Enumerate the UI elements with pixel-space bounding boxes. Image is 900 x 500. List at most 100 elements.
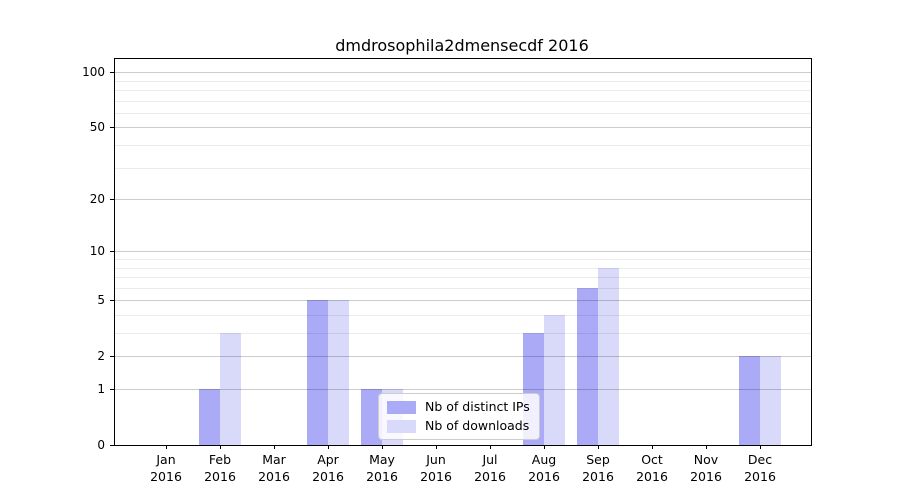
legend-item: Nb of downloads: [387, 419, 530, 433]
gridline-minor: [115, 145, 811, 147]
bar-distinct-ips-may: [361, 389, 382, 445]
x-tick-month: Mar: [262, 452, 286, 467]
x-tick-month: Oct: [641, 452, 663, 467]
x-tick-mark: [381, 445, 383, 449]
gridline-major: [115, 300, 811, 302]
bar-downloads-sep: [598, 267, 619, 445]
legend-label: Nb of distinct IPs: [425, 399, 530, 414]
y-tick-mark: [110, 444, 114, 446]
bar-distinct-ips-sep: [577, 287, 598, 445]
gridline-major: [115, 127, 811, 129]
x-tick-mark: [489, 445, 491, 449]
x-tick-year: 2016: [204, 469, 236, 484]
plot-area: Nb of distinct IPs Nb of downloads 0 1 2 5 10…: [82, 58, 812, 484]
legend: Nb of distinct IPs Nb of downloads: [378, 393, 540, 440]
y-tick-label: 50: [89, 120, 105, 135]
gridline-major: [115, 199, 811, 201]
x-tick-label: Aug 2016: [512, 451, 576, 485]
gridline-minor: [115, 90, 811, 92]
y-tick-mark: [110, 388, 114, 391]
x-tick-year: 2016: [474, 469, 506, 484]
y-tick-label: 5: [97, 293, 105, 308]
x-tick-year: 2016: [366, 469, 398, 484]
x-tick-mark: [327, 445, 329, 449]
x-tick-label: Oct 2016: [620, 451, 684, 485]
x-tick-year: 2016: [312, 469, 344, 484]
y-tick-label: 20: [89, 192, 105, 207]
y-tick-mark: [110, 299, 114, 302]
gridline-minor: [115, 167, 811, 169]
x-tick-year: 2016: [420, 469, 452, 484]
bar-distinct-ips-dec: [739, 356, 760, 445]
bar-downloads-apr: [328, 300, 349, 445]
x-tick-label: Nov 2016: [674, 451, 738, 485]
x-tick-year: 2016: [150, 469, 182, 484]
y-tick-label: 0: [97, 438, 105, 452]
gridline-minor: [115, 100, 811, 102]
y-tick-label: 100: [82, 65, 105, 80]
gridline-minor: [115, 315, 811, 316]
y-tick-mark: [110, 126, 114, 129]
bar-downloads-dec: [760, 356, 781, 445]
x-tick-mark: [597, 445, 599, 449]
y-tick-label: 10: [89, 244, 105, 259]
x-tick-month: Feb: [208, 452, 232, 467]
x-tick-label: Jul 2016: [458, 451, 522, 485]
legend-label: Nb of downloads: [425, 418, 530, 433]
x-tick-mark: [543, 445, 545, 449]
x-tick-mark: [165, 445, 167, 449]
bar-downloads-aug: [544, 315, 565, 445]
x-tick-month: Jul: [482, 452, 498, 467]
y-tick-mark: [110, 355, 114, 358]
x-tick-label: Jun 2016: [404, 451, 468, 485]
legend-item: Nb of distinct IPs: [387, 400, 530, 414]
x-tick-mark: [759, 445, 761, 449]
chart-title: dmdrosophila2dmensecdf 2016: [335, 36, 589, 55]
x-tick-label: May 2016: [350, 451, 414, 485]
x-tick-mark: [651, 445, 653, 449]
bar-downloads-feb: [220, 333, 241, 445]
x-tick-year: 2016: [636, 469, 668, 484]
y-tick-mark: [110, 250, 114, 253]
x-tick-year: 2016: [528, 469, 560, 484]
x-tick-label: Jan 2016: [134, 451, 198, 485]
x-tick-mark: [273, 445, 275, 449]
x-tick-label: Sep 2016: [566, 451, 630, 485]
x-tick-label: Mar 2016: [242, 451, 306, 485]
x-tick-year: 2016: [744, 469, 776, 484]
y-tick-label: 2: [97, 349, 105, 364]
x-tick-mark: [705, 445, 707, 449]
gridline-minor: [115, 259, 811, 261]
legend-swatch-distinct-ips: [387, 400, 416, 414]
x-tick-month: Jun: [426, 452, 446, 467]
gridline-minor: [115, 80, 811, 82]
y-tick-mark: [110, 198, 114, 201]
gridline-major: [115, 72, 811, 74]
x-tick-mark: [435, 445, 437, 449]
bar-distinct-ips-apr: [307, 300, 328, 445]
x-tick-year: 2016: [582, 469, 614, 484]
x-tick-month: Dec: [747, 452, 773, 467]
gridline-minor: [115, 112, 811, 114]
x-tick-label: Apr 2016: [296, 451, 360, 485]
x-tick-label: Dec 2016: [728, 451, 792, 485]
x-tick-month: Sep: [586, 452, 610, 467]
x-tick-month: Aug: [531, 452, 557, 467]
gridline-minor: [115, 287, 811, 289]
x-tick-year: 2016: [690, 469, 722, 484]
y-tick-mark: [110, 71, 114, 74]
gridline-minor: [115, 267, 811, 269]
x-tick-mark: [219, 445, 221, 449]
x-tick-month: Jan: [156, 452, 176, 467]
x-tick-month: May: [369, 452, 395, 467]
x-tick-month: Apr: [317, 452, 339, 467]
gridline-minor: [115, 277, 811, 279]
bar-distinct-ips-feb: [199, 389, 220, 445]
gridline-major: [115, 251, 811, 253]
x-tick-year: 2016: [258, 469, 290, 484]
legend-swatch-downloads: [387, 419, 416, 433]
x-tick-label: Feb 2016: [188, 451, 252, 485]
x-tick-month: Nov: [693, 452, 719, 467]
y-tick-label: 1: [97, 382, 105, 397]
